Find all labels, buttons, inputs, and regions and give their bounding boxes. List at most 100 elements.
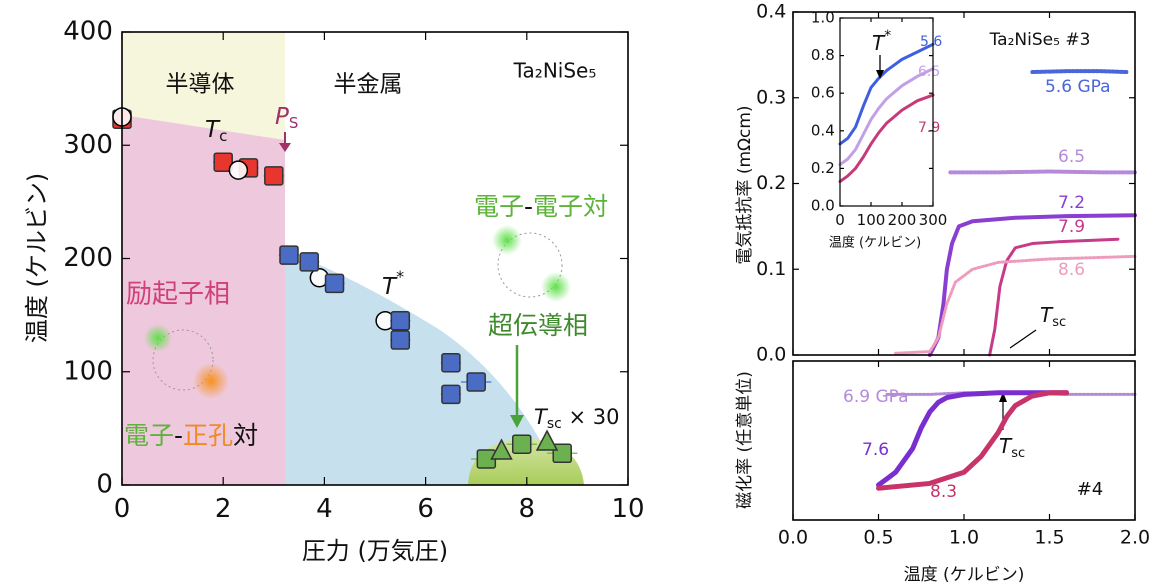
y-tick-label: 100: [63, 356, 113, 386]
y-tick-label: 0.0: [756, 344, 786, 366]
marker: [300, 253, 318, 271]
x-tick-label: 0.5: [863, 527, 893, 549]
x-tick-label: 0: [114, 494, 131, 524]
x-axis-label: 温度 (ケルビン): [904, 565, 1025, 585]
y-tick-label: 0.4: [811, 121, 835, 139]
series-label: 8.3: [930, 482, 957, 502]
y-tick-label: 200: [63, 243, 113, 273]
figure: 半導体 半金属 Ta₂NiSe₅ Tc PS T* 励起子相 電子-正孔対 電子…: [0, 0, 1153, 585]
word: 電子: [124, 421, 174, 450]
annotation: 半導体: [166, 72, 235, 98]
annotation: Tsc: [999, 434, 1025, 461]
word: 対: [233, 421, 258, 450]
x-tick-label: 0: [835, 211, 845, 229]
series-label: 5.6 GPa: [1045, 77, 1111, 97]
chart: 0.0 0.1 0.2 0.3 0.4 電気抵抗率 (mΩcm) 5.6 GPa 6.5 7.2…: [735, 1, 1135, 366]
series-label: 7.9: [1058, 217, 1085, 237]
subscript: sc: [1052, 315, 1066, 330]
x-tick-label: 8: [519, 494, 536, 524]
annotation: Tsc × 30: [534, 405, 620, 432]
annotation-rest: × 30: [562, 405, 620, 429]
page: 半導体 半金属 Ta₂NiSe₅ Tc PS T* 励起子相 電子-正孔対 電子…: [0, 0, 1153, 585]
x-tick-label: 100: [857, 211, 886, 229]
x-tick-label: 4: [316, 494, 333, 524]
annotation: 半金属: [334, 72, 403, 98]
y-tick-label: 0.8: [811, 46, 835, 64]
word: -: [174, 421, 183, 450]
marker: [265, 167, 283, 185]
y-tick-label: 300: [63, 130, 113, 160]
annotation: Ta₂NiSe₅ #3: [989, 30, 1091, 50]
y-tick-label: 0.6: [811, 84, 835, 102]
series-line: [896, 256, 1135, 353]
y-tick-label: 400: [63, 17, 113, 47]
annotation: 超伝導相: [488, 311, 588, 340]
phase-regions: [122, 32, 584, 485]
y-axis-label: 磁化率 (任意単位): [735, 371, 755, 509]
marker: [229, 161, 247, 179]
series-line: [879, 393, 1067, 488]
x-tick-label: 6: [417, 494, 434, 524]
x-axis-label: 圧力 (万気圧): [302, 537, 448, 565]
word: 対: [583, 192, 608, 221]
series-line: [930, 215, 1135, 355]
subscript: S: [289, 114, 299, 132]
x-tick-label: 300: [919, 211, 948, 229]
y-tick-label: 1.0: [811, 9, 835, 27]
symbol: P: [275, 104, 289, 130]
series-line: [950, 171, 1135, 172]
subscript: c: [219, 127, 227, 145]
x-tick-label: 2: [215, 494, 232, 524]
subscript: sc: [1011, 446, 1025, 461]
series-line: [1032, 71, 1126, 72]
annotation: PS: [275, 104, 298, 132]
word: -: [524, 192, 533, 221]
y-axis-label: 温度 (ケルビン): [23, 173, 51, 343]
marker: [442, 354, 460, 372]
marker: [391, 331, 409, 349]
y-tick-label: 0.2: [756, 172, 786, 194]
y-tick-label: 0.2: [811, 159, 835, 177]
marker: [467, 373, 485, 391]
marker: [391, 312, 409, 330]
series-label: 6.5: [1058, 147, 1085, 167]
series-label: 6.9 GPa: [843, 387, 909, 407]
arrow: [1010, 330, 1036, 348]
marker: [442, 385, 460, 403]
electron-blob: [492, 225, 522, 255]
y-axis-label: 電気抵抗率 (mΩcm): [735, 105, 755, 264]
x-tick-label: 2.0: [1120, 527, 1150, 549]
x-axis-label: 温度 (ケルビン): [829, 235, 921, 251]
annotation: Tsc: [1040, 303, 1066, 330]
y-tick-label: 0.4: [756, 1, 786, 23]
series-label: 7.9: [918, 120, 940, 136]
annotation: T*: [382, 267, 404, 300]
x-tick-label: 200: [888, 211, 917, 229]
series-label: 8.6: [1058, 260, 1085, 280]
hole-blob: [193, 363, 229, 399]
annotation: 励起子相: [126, 280, 230, 310]
word: 電子: [533, 192, 583, 221]
marker: [513, 435, 531, 453]
marker: [326, 274, 344, 292]
series-label: 5.6: [920, 34, 942, 50]
y-tick-label: 0.3: [756, 86, 786, 108]
series-label: 7.2: [1058, 193, 1085, 213]
y-tick-label: 0.1: [756, 258, 786, 280]
electron-blob: [144, 324, 172, 352]
series-label: 6.5: [918, 64, 940, 80]
annotation: 電子-正孔対: [124, 421, 258, 450]
x-tick-label: 10: [611, 494, 644, 524]
superscript: *: [396, 267, 404, 286]
marker: [280, 246, 298, 264]
annotation: Ta₂NiSe₅: [513, 59, 597, 83]
subscript: sc: [547, 416, 562, 432]
y-tick-label: 0: [96, 470, 113, 500]
x-tick-label: 0.0: [778, 527, 808, 549]
y-tick-label: 0.0: [811, 197, 835, 215]
series-label: 7.6: [862, 440, 889, 460]
x-tick-label: 1.0: [949, 527, 979, 549]
word: 正孔: [183, 421, 233, 450]
